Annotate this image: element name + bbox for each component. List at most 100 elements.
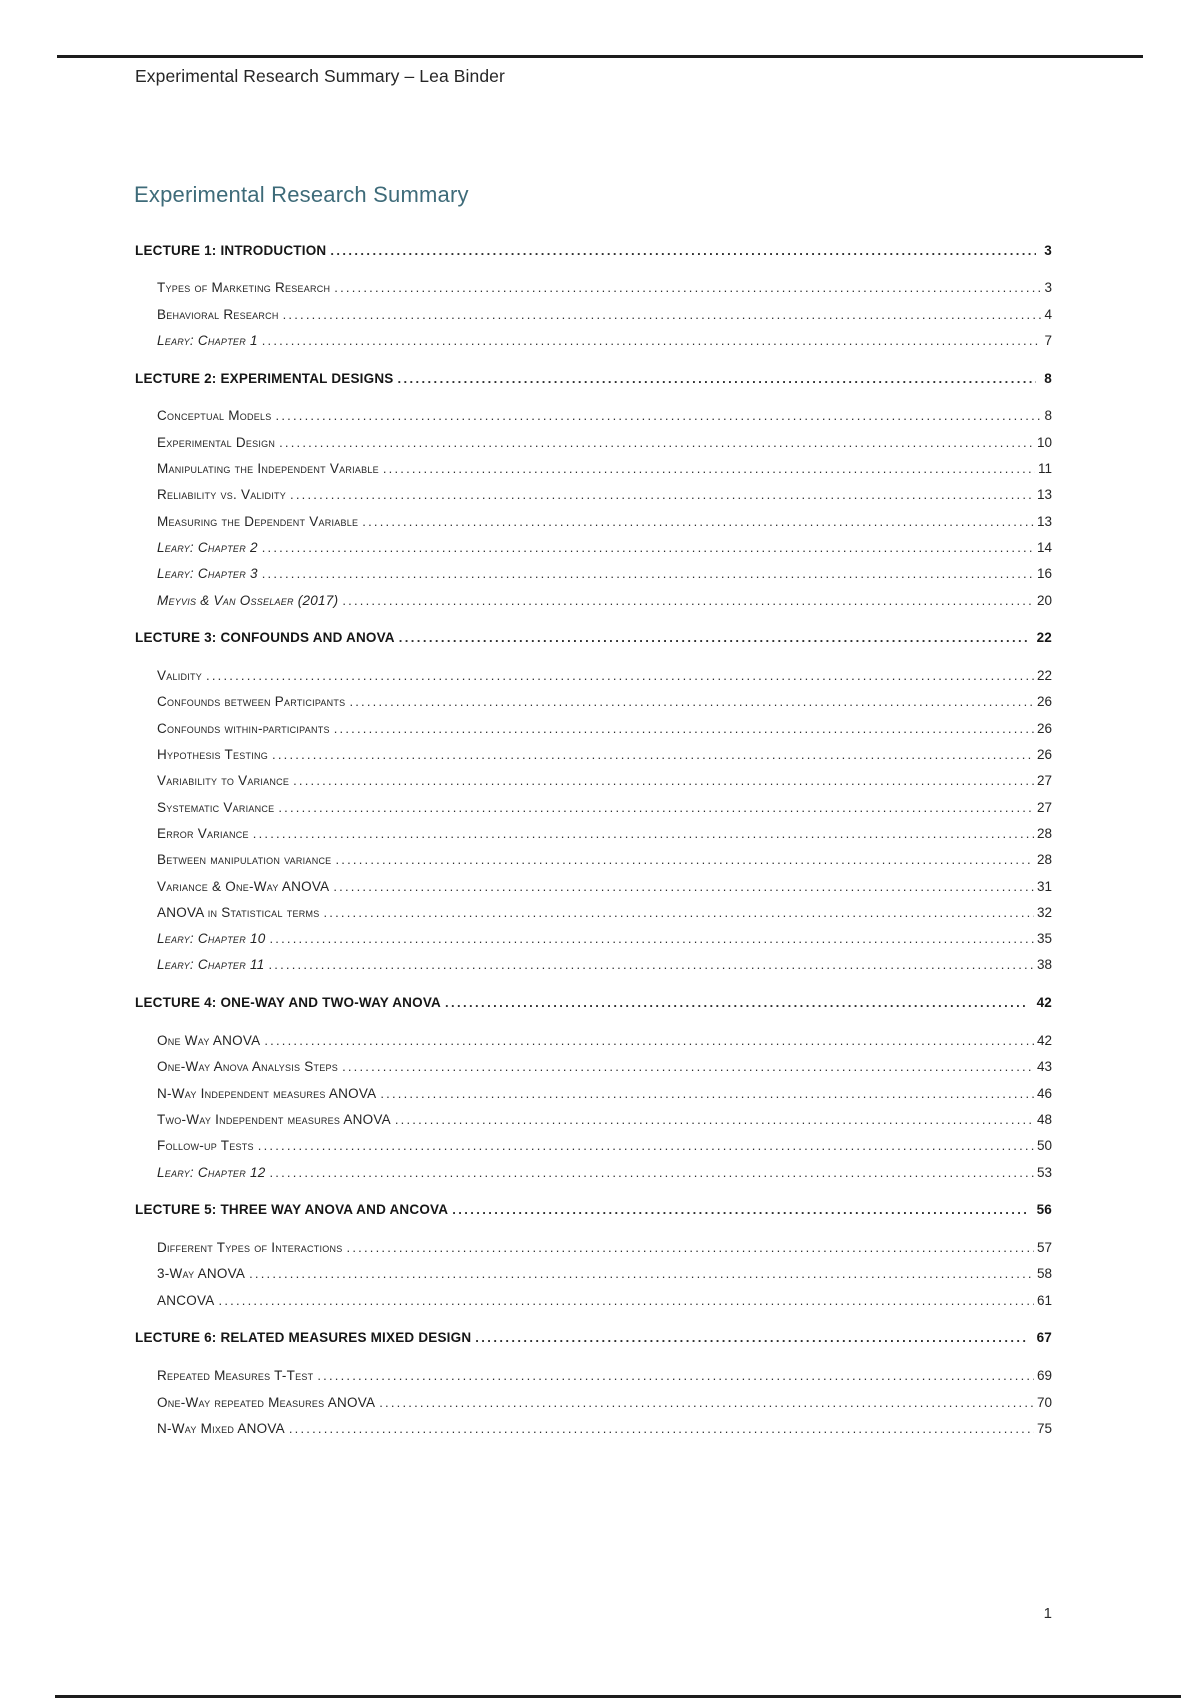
leader-dots xyxy=(383,456,1035,482)
toc-item-row[interactable]: Conceptual Models 8 xyxy=(135,403,1052,429)
toc-page-number: 28 xyxy=(1036,852,1052,868)
leader-dots xyxy=(445,990,1029,1016)
page-header-text: Experimental Research Summary – Lea Bind… xyxy=(135,66,505,86)
leader-dots xyxy=(397,366,1036,392)
toc-page-number: 31 xyxy=(1036,878,1052,894)
leader-dots xyxy=(219,1288,1034,1314)
toc-item-row[interactable]: Experimental Design 10 xyxy=(135,430,1052,456)
toc-page-number: 69 xyxy=(1036,1368,1052,1384)
toc-entry-label: Follow-up Tests xyxy=(157,1138,254,1154)
toc-item-row[interactable]: Leary: Chapter 1 7 xyxy=(135,328,1052,354)
toc-entry-label: Confounds within-participants xyxy=(157,720,330,736)
leader-dots xyxy=(276,403,1042,429)
toc-item-row[interactable]: Confounds between Participants 26 xyxy=(135,689,1052,715)
toc-entry-label: Leary: Chapter 10 xyxy=(157,931,266,947)
toc-section-row[interactable]: LECTURE 5: THREE WAY ANOVA AND ANCOVA 56 xyxy=(135,1197,1052,1223)
toc-entry-label: Variability to Variance xyxy=(157,773,290,789)
toc-entry-label: Leary: Chapter 11 xyxy=(157,957,265,973)
toc-item-row[interactable]: Two-Way Independent measures ANOVA 48 xyxy=(135,1107,1052,1133)
leader-dots xyxy=(342,588,1034,614)
toc-item-row[interactable]: One-Way Anova Analysis Steps 43 xyxy=(135,1054,1052,1080)
toc-entry-label: One-Way repeated Measures ANOVA xyxy=(157,1394,376,1410)
toc-entry-label: N-Way Mixed ANOVA xyxy=(157,1420,285,1436)
leader-dots xyxy=(268,952,1034,978)
footer-page-number: 1 xyxy=(1043,1605,1052,1622)
toc-entry-label: LECTURE 4: ONE-WAY AND TWO-WAY ANOVA xyxy=(135,995,441,1011)
leader-dots xyxy=(283,302,1042,328)
toc-page-number: 50 xyxy=(1036,1138,1052,1154)
leader-dots xyxy=(395,1107,1034,1133)
leader-dots xyxy=(206,663,1034,689)
toc-entry-label: Measuring the Dependent Variable xyxy=(157,513,359,529)
toc-item-row[interactable]: One-Way repeated Measures ANOVA 70 xyxy=(135,1390,1052,1416)
toc-item-row[interactable]: N-Way Independent measures ANOVA 46 xyxy=(135,1081,1052,1107)
toc-section-row[interactable]: LECTURE 1: INTRODUCTION 3 xyxy=(135,238,1052,264)
toc-page-number: 22 xyxy=(1036,668,1052,684)
toc-item-row[interactable]: Validity 22 xyxy=(135,663,1052,689)
toc-entry-label: Between manipulation variance xyxy=(157,852,332,868)
toc-item-row[interactable]: Measuring the Dependent Variable 13 xyxy=(135,509,1052,535)
toc-item-row[interactable]: One Way ANOVA 42 xyxy=(135,1028,1052,1054)
toc-item-row[interactable]: Meyvis & Van Osselaer (2017) 20 xyxy=(135,588,1052,614)
toc-page-number: 7 xyxy=(1044,332,1052,348)
toc-entry-label: ANCOVA xyxy=(157,1292,215,1308)
toc-item-row[interactable]: 3-Way ANOVA 58 xyxy=(135,1261,1052,1287)
toc-item-row[interactable]: ANOVA in Statistical terms 32 xyxy=(135,900,1052,926)
toc-item-row[interactable]: Variability to Variance 27 xyxy=(135,768,1052,794)
toc-item-row[interactable]: Systematic Variance 27 xyxy=(135,795,1052,821)
toc-item-row[interactable]: Manipulating the Independent Variable 11 xyxy=(135,456,1052,482)
footer-rule xyxy=(55,1695,1181,1698)
toc-item-row[interactable]: ANCOVA 61 xyxy=(135,1288,1052,1314)
toc-item-row[interactable]: Leary: Chapter 2 14 xyxy=(135,535,1052,561)
toc-section-row[interactable]: LECTURE 3: CONFOUNDS AND ANOVA 22 xyxy=(135,625,1052,651)
leader-dots xyxy=(272,742,1034,768)
leader-dots xyxy=(399,625,1029,651)
toc-item-row[interactable]: Leary: Chapter 11 38 xyxy=(135,952,1052,978)
toc-entry-label: Manipulating the Independent Variable xyxy=(157,461,379,477)
toc-entry-label: One Way ANOVA xyxy=(157,1033,261,1049)
toc-page-number: 8 xyxy=(1044,370,1052,386)
leader-dots xyxy=(334,275,1041,301)
toc-page-number: 22 xyxy=(1036,630,1052,646)
toc-item-row[interactable]: Error Variance 28 xyxy=(135,821,1052,847)
toc-entry-label: Confounds between Participants xyxy=(157,694,346,710)
leader-dots xyxy=(342,1054,1034,1080)
toc-page-number: 14 xyxy=(1036,539,1052,555)
toc-page-number: 27 xyxy=(1036,773,1052,789)
toc-page-number: 32 xyxy=(1036,904,1052,920)
toc-item-row[interactable]: N-Way Mixed ANOVA 75 xyxy=(135,1416,1052,1442)
toc-item-row[interactable]: Follow-up Tests 50 xyxy=(135,1133,1052,1159)
leader-dots xyxy=(323,900,1034,926)
toc-entry-label: ANOVA in Statistical terms xyxy=(157,904,320,920)
toc-entry-label: Systematic Variance xyxy=(157,799,275,815)
toc-entry-label: LECTURE 1: INTRODUCTION xyxy=(135,242,327,258)
toc-page-number: 26 xyxy=(1036,720,1052,736)
leader-dots xyxy=(264,1028,1034,1054)
leader-dots xyxy=(262,561,1034,587)
toc-entry-label: LECTURE 3: CONFOUNDS AND ANOVA xyxy=(135,630,395,646)
toc-item-row[interactable]: Repeated Measures T-Test 69 xyxy=(135,1363,1052,1389)
toc-item-row[interactable]: Between manipulation variance 28 xyxy=(135,847,1052,873)
toc-item-row[interactable]: Reliability vs. Validity 13 xyxy=(135,482,1052,508)
toc-item-row[interactable]: Leary: Chapter 10 35 xyxy=(135,926,1052,952)
leader-dots xyxy=(290,482,1034,508)
leader-dots xyxy=(333,874,1034,900)
toc-item-row[interactable]: Different Types of Interactions 57 xyxy=(135,1235,1052,1261)
toc-section-row[interactable]: LECTURE 4: ONE-WAY AND TWO-WAY ANOVA 42 xyxy=(135,990,1052,1016)
toc-item-row[interactable]: Confounds within-participants 26 xyxy=(135,716,1052,742)
toc-item-row[interactable]: Types of Marketing Research 3 xyxy=(135,275,1052,301)
toc-item-row[interactable]: Behavioral Research 4 xyxy=(135,302,1052,328)
toc-page-number: 42 xyxy=(1036,1033,1052,1049)
toc-item-row[interactable]: Variance & One-Way ANOVA 31 xyxy=(135,874,1052,900)
toc-section-row[interactable]: LECTURE 6: RELATED MEASURES MIXED DESIGN… xyxy=(135,1325,1052,1351)
toc-entry-label: N-Way Independent measures ANOVA xyxy=(157,1085,377,1101)
toc-item-row[interactable]: Leary: Chapter 3 16 xyxy=(135,561,1052,587)
toc-page-number: 8 xyxy=(1044,408,1052,424)
toc-entry-label: LECTURE 2: EXPERIMENTAL DESIGNS xyxy=(135,370,394,386)
toc-page-number: 3 xyxy=(1044,242,1052,258)
toc-item-row[interactable]: Hypothesis Testing 26 xyxy=(135,742,1052,768)
leader-dots xyxy=(379,1390,1034,1416)
toc-entry-label: Leary: Chapter 1 xyxy=(157,332,258,348)
toc-item-row[interactable]: Leary: Chapter 12 53 xyxy=(135,1160,1052,1186)
toc-section-row[interactable]: LECTURE 2: EXPERIMENTAL DESIGNS 8 xyxy=(135,366,1052,392)
